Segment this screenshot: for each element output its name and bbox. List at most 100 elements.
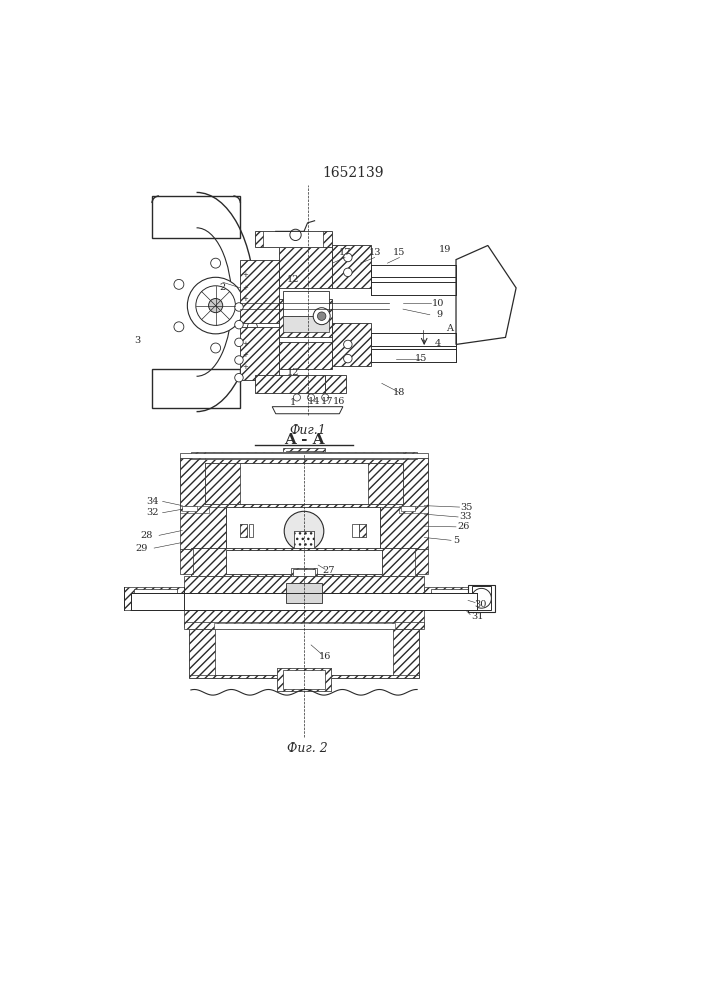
- Bar: [180, 549, 193, 574]
- Text: 2: 2: [220, 283, 226, 292]
- Text: 34: 34: [146, 497, 158, 506]
- Text: 31: 31: [471, 612, 484, 621]
- Bar: [286, 583, 322, 603]
- Circle shape: [344, 268, 352, 277]
- Text: A: A: [446, 324, 453, 333]
- Bar: [368, 463, 403, 504]
- Circle shape: [344, 340, 352, 349]
- Bar: [415, 549, 428, 574]
- Text: 10: 10: [432, 299, 445, 308]
- Text: A - A: A - A: [284, 433, 325, 447]
- Bar: [180, 453, 428, 458]
- Bar: [472, 586, 491, 610]
- Text: +: +: [243, 341, 248, 347]
- Bar: [468, 585, 495, 612]
- Circle shape: [247, 322, 257, 332]
- Bar: [293, 569, 315, 576]
- Bar: [332, 245, 371, 288]
- Bar: [184, 622, 424, 629]
- Text: 3: 3: [135, 336, 141, 345]
- Circle shape: [344, 253, 352, 262]
- Circle shape: [322, 394, 329, 401]
- Circle shape: [174, 322, 184, 332]
- Bar: [255, 375, 325, 393]
- Text: 16: 16: [319, 652, 332, 661]
- Bar: [283, 448, 325, 459]
- Text: 30: 30: [474, 600, 487, 609]
- Circle shape: [235, 356, 243, 364]
- Bar: [240, 524, 247, 537]
- Text: 35: 35: [460, 503, 473, 512]
- Bar: [359, 524, 366, 537]
- Text: +: +: [243, 296, 248, 302]
- Circle shape: [235, 320, 243, 329]
- Circle shape: [247, 279, 257, 289]
- Circle shape: [313, 308, 330, 325]
- Bar: [124, 587, 184, 610]
- Circle shape: [174, 279, 184, 289]
- Bar: [189, 629, 215, 675]
- Bar: [134, 589, 177, 607]
- Bar: [191, 452, 417, 459]
- Circle shape: [317, 312, 326, 320]
- Text: 27: 27: [322, 566, 335, 575]
- Bar: [226, 550, 382, 574]
- Text: Фиг. 2: Фиг. 2: [287, 742, 328, 755]
- Bar: [399, 506, 428, 513]
- Circle shape: [293, 394, 300, 401]
- Bar: [191, 548, 417, 576]
- Text: Фиг.1: Фиг.1: [289, 424, 326, 437]
- Text: 5: 5: [453, 536, 459, 545]
- Bar: [294, 531, 314, 557]
- Bar: [359, 524, 366, 537]
- Bar: [184, 610, 424, 627]
- Text: +: +: [243, 364, 248, 370]
- Text: 14: 14: [308, 397, 320, 406]
- Circle shape: [308, 394, 315, 401]
- Text: 13: 13: [368, 248, 381, 257]
- Bar: [180, 506, 209, 513]
- Circle shape: [290, 229, 301, 241]
- Bar: [431, 589, 474, 607]
- Bar: [182, 506, 197, 511]
- Bar: [214, 623, 395, 629]
- Bar: [249, 524, 253, 537]
- Polygon shape: [272, 407, 343, 414]
- Text: +: +: [243, 285, 248, 291]
- Text: 33: 33: [459, 512, 472, 521]
- Text: 15: 15: [393, 248, 406, 257]
- Text: 9: 9: [437, 310, 443, 319]
- Text: 17: 17: [339, 248, 351, 257]
- Bar: [180, 458, 428, 508]
- Bar: [283, 670, 325, 689]
- Bar: [189, 627, 419, 678]
- Text: 32: 32: [146, 508, 158, 517]
- Circle shape: [284, 511, 324, 551]
- Circle shape: [235, 373, 243, 382]
- Bar: [371, 282, 456, 295]
- Circle shape: [187, 277, 244, 334]
- Bar: [283, 316, 329, 332]
- Text: 12: 12: [287, 368, 300, 377]
- Circle shape: [344, 354, 352, 363]
- Bar: [286, 451, 322, 459]
- Text: +: +: [243, 272, 248, 278]
- Polygon shape: [456, 245, 516, 344]
- Bar: [393, 629, 419, 675]
- Polygon shape: [152, 196, 240, 238]
- Bar: [371, 265, 456, 277]
- Bar: [240, 327, 279, 380]
- Circle shape: [196, 286, 235, 325]
- Bar: [371, 333, 456, 346]
- Bar: [380, 507, 428, 549]
- Bar: [291, 568, 317, 578]
- Bar: [294, 531, 314, 557]
- Text: 28: 28: [141, 531, 153, 540]
- Bar: [184, 576, 424, 593]
- Circle shape: [211, 343, 221, 353]
- Bar: [240, 524, 247, 537]
- Bar: [263, 231, 323, 247]
- Bar: [131, 593, 477, 610]
- Bar: [277, 668, 331, 691]
- Bar: [214, 629, 395, 675]
